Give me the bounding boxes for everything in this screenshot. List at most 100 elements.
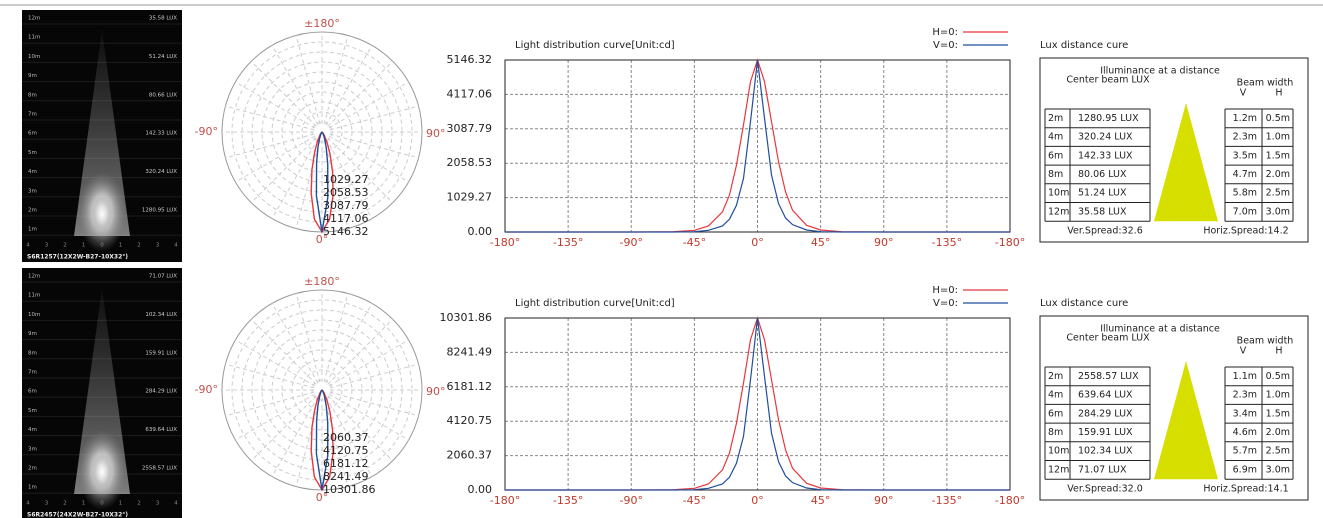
table-cell: 2.0m [1266,427,1290,438]
x-label: 1 [82,243,86,249]
table-cell: 1.0m [1266,132,1290,143]
lux-header: Center beam LUX [1066,75,1150,86]
spread-label: Ver.Spread:32.0 [1067,484,1142,495]
beam-caption: S6R2457(24X2W-B27-10X32°) [27,512,128,518]
x-label: 4 [26,243,30,249]
distance-label: 4m [28,169,37,175]
distance-label: 1m [28,485,37,491]
polar-spoke [295,293,321,383]
table-cell: 2.5m [1266,188,1290,199]
distance-label: 10m [28,312,40,318]
x-tick-label: -90° [620,494,643,507]
distance-label: 10m [28,54,40,60]
table-cell: 3.5m [1233,150,1257,161]
legend-label: V=0: [933,298,958,309]
y-tick-label: 6181.12 [447,380,493,393]
x-tick-label: 45° [811,494,831,507]
beam-caption: S6R1257(12X2W-B27-10X32°) [27,254,128,261]
polar-label: 0° [316,491,329,504]
polar-radius-label: 2060.37 [323,431,369,444]
lux-header: Beam width [1237,78,1294,89]
x-label: 4 [26,501,30,507]
table-cell: 2m [1048,371,1063,382]
table-cell: 2558.57 LUX [1078,371,1139,382]
distance-label: 12m [28,16,40,22]
polar-spoke [325,138,373,219]
table-cell: 35.58 LUX [1078,206,1127,217]
polar-label: 0° [316,233,329,246]
polar-spoke [225,363,315,389]
x-label: 2 [137,501,141,507]
table-cell: 2.3m [1233,132,1257,143]
polar-ring [251,61,393,203]
polar-label: 90° [426,385,446,398]
lux-label: 80.66 LUX [149,92,177,98]
lux-label: 1280.95 LUX [142,208,177,214]
table-cell: 0.5m [1266,371,1290,382]
x-tick-label: 90° [874,236,894,249]
table-cell: 12m [1048,464,1069,475]
polar-spoke [250,137,317,204]
x-tick-label: -180° [490,236,520,249]
lux-label: 320.24 LUX [145,169,177,175]
distance-label: 11m [28,35,40,41]
x-label: 1 [119,243,123,249]
y-tick-label: 0.00 [468,225,493,238]
lux-heading: Lux distance cure [1040,298,1128,309]
x-label: 1 [82,501,86,507]
distance-label: 8m [28,92,37,98]
polar-curve [315,389,329,491]
x-label: 0 [100,501,104,507]
x-label: 2 [137,243,141,249]
distance-label: 6m [28,389,37,395]
polar-radius-label: 4120.75 [323,444,369,457]
polar-spoke [328,81,409,129]
lux-header: Center beam LUX [1066,333,1150,344]
table-cell: 80.06 LUX [1078,169,1127,180]
distance-label: 1m [28,227,37,233]
polar-radius-label: 10301.86 [323,483,376,496]
lux-label: 142.33 LUX [145,131,177,137]
table-cell: 6.9m [1233,464,1257,475]
y-tick-label: 0.00 [468,483,493,496]
x-label: 0 [100,243,104,249]
x-tick-label: 45° [811,236,831,249]
distance-label: 2m [28,208,37,214]
table-cell: 8m [1048,169,1063,180]
polar-spoke [327,60,394,127]
lux-label: 159.91 LUX [145,350,177,356]
x-tick-label: -180° [995,494,1025,507]
lux-label: 51.24 LUX [149,54,177,60]
lux-label: 639.64 LUX [145,427,177,433]
polar-spoke [328,135,409,183]
table-cell: 10m [1048,188,1069,199]
beam-triangle [1154,103,1218,222]
polar-ring [251,319,393,461]
polar-spoke [271,396,319,477]
polar-radius-label: 1029.27 [323,173,369,186]
x-tick-label: -135° [932,494,962,507]
table-cell: 8m [1048,427,1063,438]
table-cell: 7.0m [1233,206,1257,217]
table-cell: 12m [1048,206,1069,217]
polar-spoke [329,105,419,131]
table-cell: 4.7m [1233,169,1257,180]
lux-label: 35.58 LUX [149,16,177,22]
y-tick-label: 8241.49 [447,345,493,358]
table-cell: 2.3m [1233,390,1257,401]
lux-header: V [1240,88,1247,99]
polar-label: -90° [195,383,218,396]
distance-label: 9m [28,331,37,337]
line-series [505,59,1010,233]
beam-triangle [1154,361,1218,480]
polar-spoke [271,303,319,384]
lux-title: Illuminance at a distance [1100,324,1220,335]
polar-spoke [327,318,394,385]
distance-label: 3m [28,446,37,452]
lux-header: H [1275,88,1282,99]
table-cell: 2.0m [1266,169,1290,180]
polar-ring [231,299,413,481]
y-tick-label: 1029.27 [447,191,493,204]
polar-spoke [328,393,409,441]
